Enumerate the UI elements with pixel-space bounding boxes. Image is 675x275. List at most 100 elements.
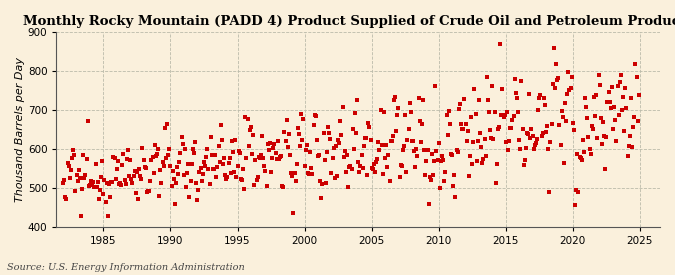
Point xyxy=(364,124,375,129)
Point xyxy=(90,162,101,166)
Point xyxy=(624,134,635,138)
Point xyxy=(71,173,82,177)
Point xyxy=(491,161,502,166)
Point xyxy=(269,141,279,146)
Point xyxy=(279,130,290,134)
Point xyxy=(80,172,91,177)
Point xyxy=(515,147,526,151)
Point xyxy=(618,95,628,99)
Point xyxy=(146,158,157,162)
Point xyxy=(249,183,260,187)
Point xyxy=(510,91,521,95)
Point xyxy=(292,126,303,130)
Point xyxy=(135,174,146,178)
Point xyxy=(454,102,465,106)
Point xyxy=(543,147,554,151)
Point xyxy=(261,184,272,188)
Point xyxy=(632,119,643,124)
Point xyxy=(566,75,577,79)
Point xyxy=(217,138,227,142)
Point xyxy=(389,95,400,99)
Point xyxy=(396,164,407,169)
Point xyxy=(555,143,566,147)
Point xyxy=(592,136,603,140)
Point xyxy=(457,127,468,132)
Point xyxy=(505,126,516,130)
Point xyxy=(464,174,475,178)
Point xyxy=(379,156,390,161)
Point xyxy=(507,118,518,122)
Point xyxy=(357,166,368,171)
Point xyxy=(238,167,248,171)
Point xyxy=(418,98,429,103)
Point xyxy=(594,82,605,87)
Point xyxy=(142,189,153,194)
Point xyxy=(558,161,569,165)
Point xyxy=(246,125,256,129)
Point xyxy=(360,135,371,140)
Point xyxy=(217,162,228,166)
Point xyxy=(441,113,452,117)
Point xyxy=(411,147,422,152)
Point xyxy=(145,179,156,183)
Point xyxy=(572,152,583,156)
Point xyxy=(408,139,418,144)
Point xyxy=(127,181,138,185)
Point xyxy=(551,78,562,82)
Point xyxy=(373,140,383,145)
Point xyxy=(406,110,416,114)
Point xyxy=(103,213,113,218)
Point xyxy=(236,178,247,182)
Y-axis label: Thousand Barrels per Day: Thousand Barrels per Day xyxy=(15,57,25,202)
Point xyxy=(437,154,448,158)
Point xyxy=(614,80,625,84)
Point xyxy=(122,157,132,161)
Point xyxy=(115,181,126,185)
Point xyxy=(358,144,369,148)
Point xyxy=(474,98,485,102)
Point xyxy=(584,147,595,151)
Point xyxy=(597,120,608,125)
Point xyxy=(342,153,352,158)
Point xyxy=(159,163,169,168)
Point xyxy=(460,122,471,126)
Point xyxy=(173,172,184,176)
Point xyxy=(371,160,381,164)
Title: Monthly Rocky Mountain (PADD 4) Product Supplied of Crude Oil and Petroleum Prod: Monthly Rocky Mountain (PADD 4) Product … xyxy=(23,15,675,28)
Point xyxy=(132,197,143,201)
Point xyxy=(94,197,105,201)
Point xyxy=(547,82,558,86)
Point xyxy=(604,100,615,104)
Point xyxy=(263,141,273,146)
Point xyxy=(290,178,301,183)
Point xyxy=(583,135,594,140)
Point xyxy=(286,171,296,175)
Point xyxy=(582,116,593,121)
Point xyxy=(147,155,158,159)
Point xyxy=(144,189,155,193)
Point xyxy=(470,111,481,116)
Point xyxy=(522,131,533,135)
Point xyxy=(265,141,275,145)
Point xyxy=(568,121,578,125)
Point xyxy=(375,108,386,112)
Point xyxy=(195,166,206,170)
Point xyxy=(561,119,572,123)
Point xyxy=(183,162,194,166)
Point xyxy=(626,145,637,149)
Point xyxy=(448,184,458,188)
Point xyxy=(462,129,473,133)
Point xyxy=(111,167,122,171)
Point xyxy=(304,150,315,154)
Point xyxy=(356,153,367,157)
Point xyxy=(565,86,576,90)
Point xyxy=(79,176,90,180)
Point xyxy=(280,139,291,144)
Point xyxy=(186,162,197,166)
Point xyxy=(580,104,591,109)
Point xyxy=(271,157,282,161)
Point xyxy=(504,139,514,143)
Point xyxy=(575,156,586,160)
Point xyxy=(481,74,492,79)
Point xyxy=(479,137,490,142)
